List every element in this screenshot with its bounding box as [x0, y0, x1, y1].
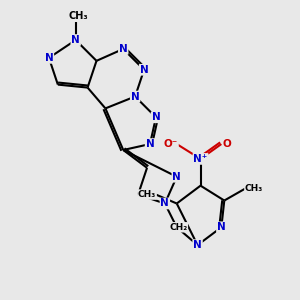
Text: N: N	[146, 139, 154, 149]
Text: N⁺: N⁺	[194, 154, 208, 164]
Text: N: N	[193, 240, 202, 250]
Text: N: N	[217, 222, 226, 232]
Text: N: N	[152, 112, 160, 122]
Text: N: N	[140, 65, 148, 75]
Text: N: N	[172, 172, 181, 182]
Text: O⁻: O⁻	[164, 139, 178, 149]
Text: N: N	[131, 92, 140, 101]
Text: CH₃: CH₃	[245, 184, 263, 193]
Text: CH₃: CH₃	[69, 11, 88, 21]
Text: N: N	[160, 199, 169, 208]
Text: CH₃: CH₃	[138, 190, 156, 199]
Text: CH₂: CH₂	[169, 223, 188, 232]
Text: N: N	[119, 44, 128, 54]
Text: O: O	[223, 139, 232, 149]
Text: N: N	[45, 53, 53, 63]
Text: N: N	[71, 35, 80, 45]
